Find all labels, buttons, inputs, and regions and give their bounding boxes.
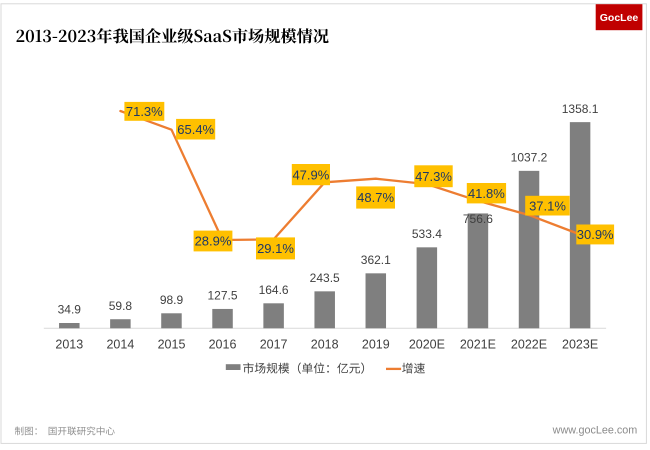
- svg-text:30.9%: 30.9%: [577, 227, 614, 242]
- svg-text:1358.1: 1358.1: [562, 102, 599, 116]
- svg-text:533.4: 533.4: [412, 227, 442, 241]
- svg-text:GocLee: GocLee: [600, 12, 639, 24]
- svg-text:34.9: 34.9: [58, 303, 82, 317]
- svg-text:164.6: 164.6: [259, 283, 289, 297]
- svg-text:28.9%: 28.9%: [195, 234, 232, 249]
- svg-text:47.3%: 47.3%: [415, 169, 452, 184]
- svg-text:2016: 2016: [209, 338, 237, 352]
- svg-text:2015: 2015: [158, 338, 186, 352]
- svg-text:127.5: 127.5: [207, 289, 237, 303]
- svg-text:2022E: 2022E: [511, 338, 547, 352]
- svg-text:2018: 2018: [311, 338, 339, 352]
- svg-text:2020E: 2020E: [409, 338, 445, 352]
- svg-text:756.6: 756.6: [463, 212, 493, 226]
- svg-text:37.1%: 37.1%: [529, 198, 566, 213]
- svg-text:243.5: 243.5: [310, 271, 340, 285]
- svg-text:2019: 2019: [362, 338, 390, 352]
- svg-text:362.1: 362.1: [361, 253, 391, 267]
- svg-text:1037.2: 1037.2: [511, 151, 548, 165]
- svg-text:65.4%: 65.4%: [177, 122, 214, 137]
- svg-text:2021E: 2021E: [460, 338, 496, 352]
- svg-text:98.9: 98.9: [160, 293, 184, 307]
- svg-text:2017: 2017: [260, 338, 288, 352]
- svg-text:29.1%: 29.1%: [257, 241, 294, 256]
- svg-text:59.8: 59.8: [109, 299, 133, 313]
- svg-text:48.7%: 48.7%: [357, 190, 394, 205]
- svg-text:71.3%: 71.3%: [126, 104, 163, 119]
- svg-text:2013: 2013: [55, 338, 83, 352]
- svg-text:41.8%: 41.8%: [468, 186, 505, 201]
- svg-text:2023E: 2023E: [562, 338, 598, 352]
- svg-text:www.gocLee.com: www.gocLee.com: [552, 424, 638, 436]
- svg-text:2014: 2014: [106, 338, 134, 352]
- svg-text:47.9%: 47.9%: [292, 167, 329, 182]
